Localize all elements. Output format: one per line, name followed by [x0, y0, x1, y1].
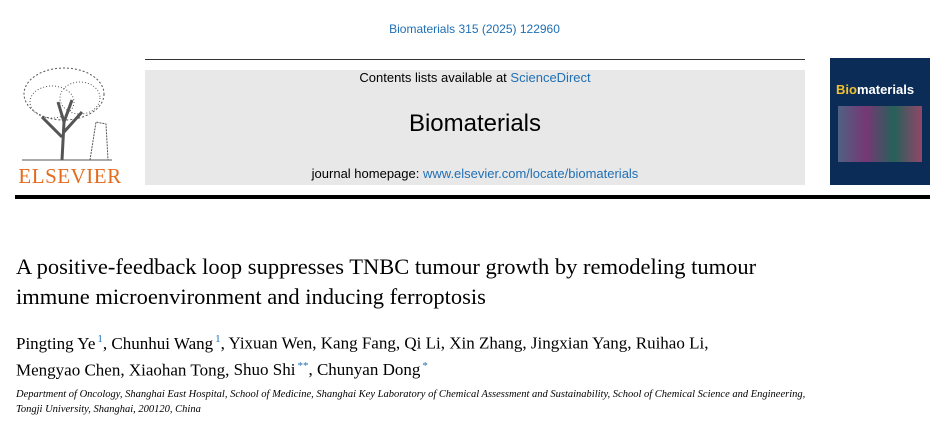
- author-mark: 1: [215, 333, 221, 345]
- author-name: Mengyao Chen: [16, 360, 121, 380]
- author-separator: ,: [395, 333, 401, 353]
- article-title: A positive-feedback loop suppresses TNBC…: [16, 254, 757, 309]
- author-name: Shuo Shi: [233, 360, 296, 380]
- author-name: Xiaohan Tong: [128, 360, 226, 380]
- author-separator: ,: [120, 360, 125, 380]
- author-name: Xin Zhang: [449, 333, 523, 353]
- author-separator: ,: [704, 333, 709, 353]
- contents-link[interactable]: ScienceDirect: [510, 70, 591, 85]
- author-mark: **: [297, 359, 309, 372]
- author: Shuo Shi **,: [233, 359, 313, 380]
- author: Chunhui Wang 1,: [111, 333, 225, 353]
- author: Jingxian Yang,: [531, 334, 632, 353]
- author-mark: 1: [97, 333, 103, 345]
- homepage-label: journal homepage:: [311, 166, 420, 181]
- cover-image: [838, 106, 922, 162]
- author: Qi Li,: [404, 334, 445, 353]
- author-name: Pingting Ye: [16, 333, 96, 353]
- author-name: Kang Fang: [320, 333, 396, 353]
- author-name: Yixuan Wen: [228, 333, 313, 353]
- thick-rule: [15, 195, 930, 199]
- author-mark: *: [422, 359, 428, 372]
- publisher-name: ELSEVIER: [18, 164, 122, 188]
- journal-name: Biomaterials: [408, 110, 542, 137]
- contents-prefix: Contents lists available at: [359, 70, 507, 85]
- cover-title: Biomaterials: [836, 82, 914, 97]
- cover-title-highlight: Bio: [836, 82, 857, 97]
- homepage-url[interactable]: www.elsevier.com/locate/biomaterials: [423, 166, 639, 181]
- author-separator: ,: [102, 333, 108, 353]
- author-name: Ruihao Li: [635, 333, 705, 353]
- author: Kang Fang,: [321, 334, 400, 353]
- author-separator: ,: [308, 360, 313, 380]
- author-separator: ,: [220, 333, 225, 353]
- author: Mengyao Chen,: [16, 360, 125, 379]
- author-name: Jingxian Yang: [530, 333, 628, 353]
- author-list: Pingting Ye 1, Chunhui Wang 1, Yixuan Wen,…: [16, 328, 806, 381]
- author: Xiaohan Tong,: [129, 360, 229, 379]
- author-separator: ,: [627, 333, 632, 353]
- author-separator: ,: [440, 333, 445, 353]
- masthead: Contents lists available at ScienceDirec…: [145, 70, 805, 185]
- citation: Biomaterials 315 (2025) 122960: [389, 22, 560, 36]
- cover-title-rest: materials: [856, 82, 915, 97]
- publisher-logo: [22, 67, 112, 161]
- rule: [145, 59, 805, 60]
- author-name: Qi Li: [404, 333, 441, 353]
- author: Ruihao Li,: [636, 334, 709, 353]
- author-separator: ,: [522, 333, 527, 353]
- author-name: Chunhui Wang: [111, 333, 214, 353]
- homepage-line: journal homepage: www.elsevier.com/locat…: [145, 166, 805, 181]
- author-separator: ,: [225, 360, 230, 380]
- affiliation: Department of Oncology, Shanghai East Ho…: [16, 389, 806, 415]
- author: Yixuan Wen,: [228, 334, 316, 353]
- contents-line: Contents lists available at ScienceDirec…: [145, 70, 805, 85]
- journal-cover: Biomaterials: [830, 58, 930, 185]
- author: Chunyan Dong *: [316, 359, 428, 380]
- author: Xin Zhang,: [449, 334, 526, 353]
- author-separator: ,: [312, 333, 317, 353]
- author: Pingting Ye 1,: [16, 333, 108, 353]
- author-name: Chunyan Dong: [316, 360, 421, 380]
